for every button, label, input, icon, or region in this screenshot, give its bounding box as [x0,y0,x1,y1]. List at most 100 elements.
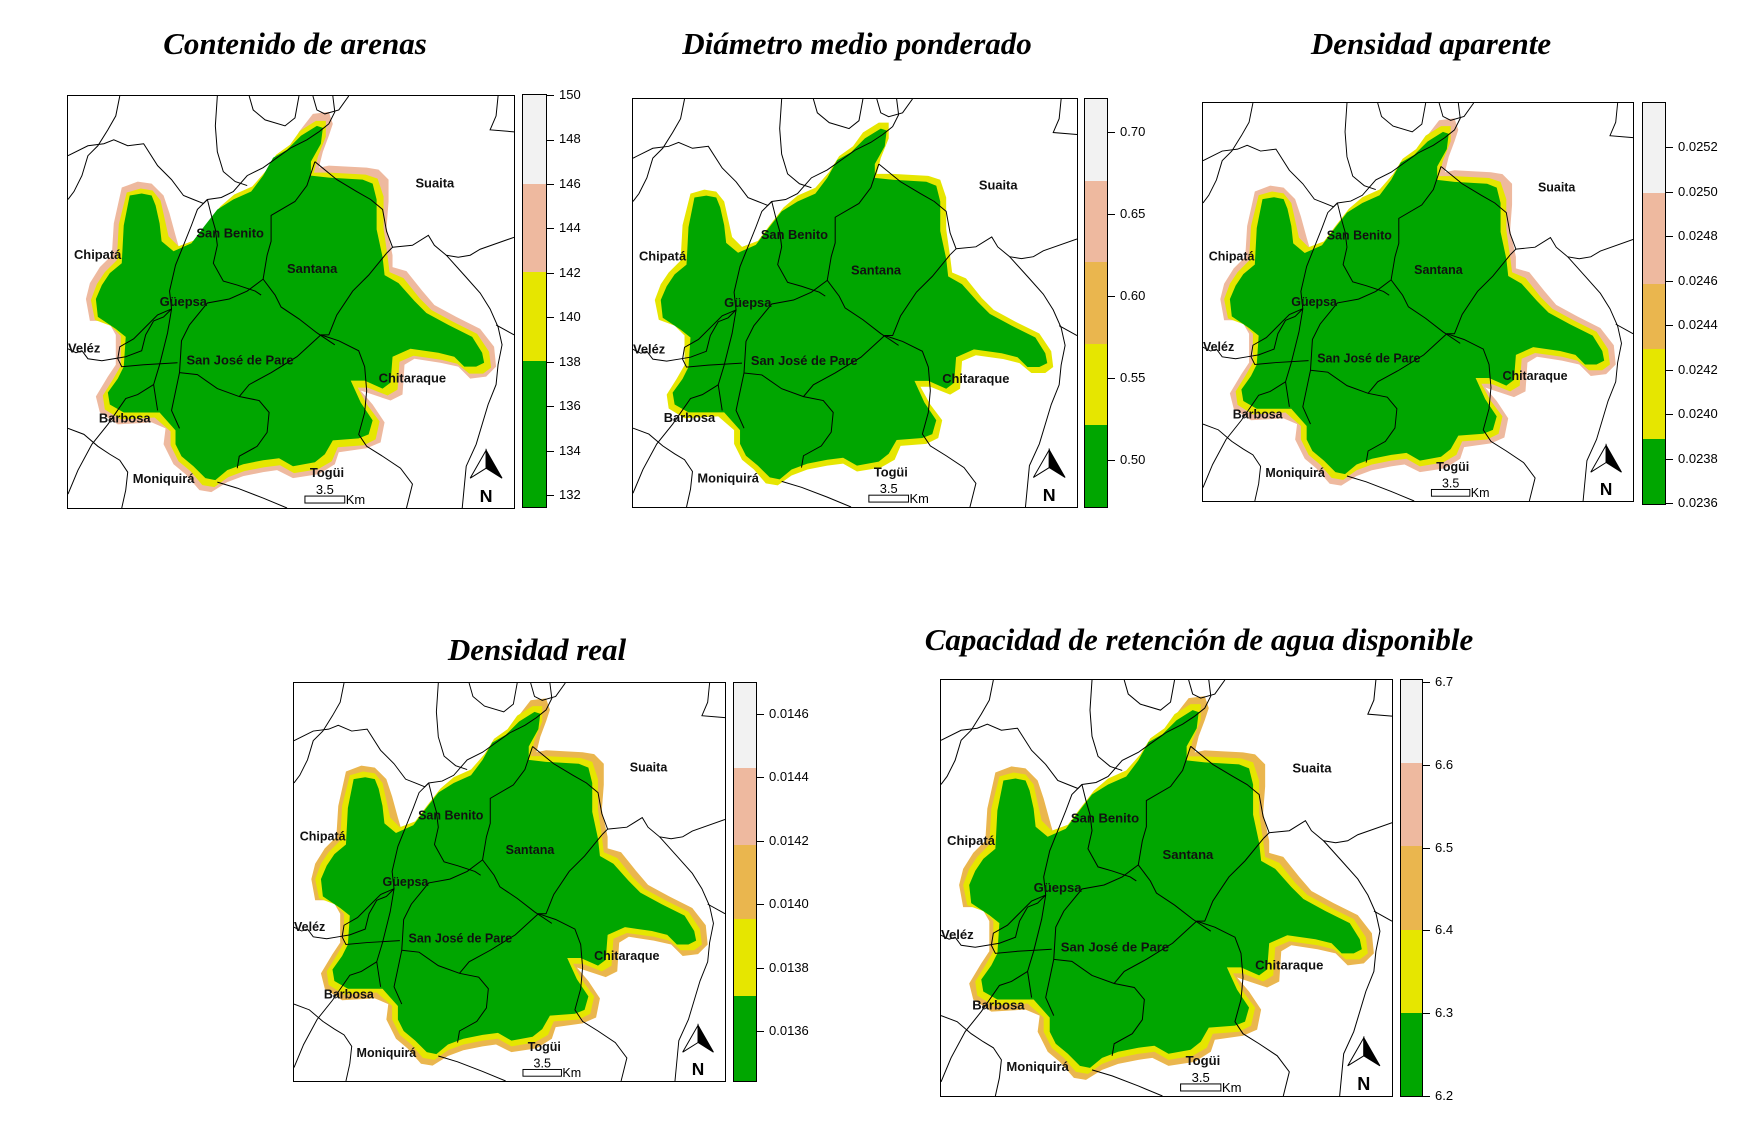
scale-value: 3.5 [1442,477,1459,491]
legend-swatch [734,918,756,996]
north-arrow-icon: N [1590,443,1622,499]
value-band-low [95,125,485,481]
legend-tick-label: 0.0144 [757,770,809,784]
label-san-benito: San Benito [1071,811,1139,826]
legend-tick-label: 0.65 [1108,207,1145,221]
legend-swatch [1401,1012,1422,1097]
scale-unit: Km [910,491,929,506]
svg-text:N: N [480,486,493,506]
legend-swatch [523,272,546,361]
legend-tick-label: 6.5 [1423,840,1453,855]
municipal-boundaries [68,96,514,508]
label-guepsa: Güepsa [1034,880,1083,895]
north-arrow-icon: N [469,448,503,506]
legend-tick-label: 0.0238 [1666,451,1718,466]
label-moniquira: Moniquirá [357,1046,417,1060]
map-diametro: Suaita San Benito Chipatá Santana Güepsa… [632,98,1078,508]
label-san-benito: San Benito [196,225,264,240]
legend-tick-label: 150 [547,88,581,102]
label-san-jose-de-pare: San José de Pare [751,353,858,368]
legend-tick-label: 148 [547,132,581,146]
legend-tick-label: 0.70 [1108,125,1145,139]
label-suaita: Suaita [1292,760,1332,775]
scale-value: 3.5 [316,482,334,497]
label-velez: Veléz [1203,340,1234,354]
label-barbosa: Barbosa [324,987,375,1001]
panel-title-capacidad-retencion: Capacidad de retención de agua disponibl… [924,622,1474,657]
label-chipata: Chipatá [74,247,122,262]
panel-title-diametro: Diámetro medio ponderado [682,26,1032,61]
svg-text:N: N [1600,479,1612,499]
map-capacidad-retencion: Suaita San Benito Chipatá Santana Güepsa… [940,679,1393,1097]
label-velez: Veléz [294,920,325,934]
label-guepsa: Güepsa [383,875,430,889]
legend-tick-label: 0.0138 [757,960,809,975]
legend-capacidad-retencion [1400,679,1423,1097]
legend-swatch [1643,103,1665,194]
legend-tick-label: 0.0146 [757,707,809,721]
scale-unit: Km [346,492,365,507]
label-santana: Santana [851,262,902,277]
legend-tick-label: 6.7 [1423,675,1453,689]
value-band-low [320,711,697,1055]
label-moniquira: Moniquirá [1265,466,1325,480]
legend-tick-label: 6.2 [1423,1089,1453,1103]
legend-swatch [523,360,546,508]
legend-swatch [1643,193,1665,284]
legend-swatch [1401,846,1422,930]
legend-tick-label: 142 [547,265,581,280]
legend-swatch [734,683,756,769]
legend-tick-label: 0.0136 [757,1024,809,1038]
legend-tick-label: 6.6 [1423,757,1453,772]
municipal-boundaries [294,683,725,1081]
legend-tick-label: 0.0236 [1666,496,1718,510]
legend-swatch [1085,343,1107,426]
legend-tick-label: 0.0252 [1666,140,1718,154]
map-arenas: Suaita San Benito Chipatá Santana Güepsa… [67,95,515,509]
scale-value: 3.5 [534,1057,551,1071]
legend-swatch [734,768,756,846]
label-chipata: Chipatá [1209,250,1255,264]
value-band-low [969,710,1362,1068]
label-suaita: Suaita [1538,180,1576,194]
legend-swatch [523,183,546,273]
label-chitaraque: Chitaraque [1255,957,1323,972]
panel-title-densidad-aparente: Densidad aparente [1310,26,1552,61]
label-suaita: Suaita [979,178,1018,193]
label-guepsa: Güepsa [724,295,772,310]
legend-tick-label: 0.0246 [1666,273,1718,288]
north-arrow-icon: N [1032,447,1066,505]
legend-swatch [1085,262,1107,344]
legend-swatch [523,95,546,184]
legend-swatch [1401,763,1422,847]
legend-tick-label: 0.50 [1108,453,1145,467]
label-santana: Santana [506,843,556,857]
legend-swatch [1085,180,1107,263]
legend-swatch [1401,929,1422,1013]
scale-bar: 3.5 Km [304,482,365,507]
label-santana: Santana [1162,847,1214,862]
legend-tick-label: 0.0250 [1666,184,1718,199]
legend-tick-label: 138 [547,354,581,369]
label-santana: Santana [287,261,338,276]
legend-tick-label: 132 [547,488,581,502]
label-barbosa: Barbosa [972,998,1025,1013]
legend-tick-label: 0.55 [1108,371,1145,385]
legend-tick-label: 136 [547,399,581,413]
label-moniquira: Moniquirá [697,470,759,485]
label-san-jose-de-pare: San José de Pare [1317,352,1420,366]
legend-swatch [1401,680,1422,764]
legend-arenas [522,94,547,508]
legend-swatch [734,845,756,919]
svg-text:N: N [692,1059,705,1079]
label-moniquira: Moniquirá [1006,1059,1069,1074]
label-barbosa: Barbosa [1233,407,1284,421]
scale-bar: 3.5 Km [868,481,929,506]
label-chitaraque: Chitaraque [594,949,659,963]
legend-diametro [1084,98,1108,508]
municipal-boundaries [941,680,1392,1096]
label-san-benito: San Benito [1327,229,1392,243]
legend-tick-label: 0.0248 [1666,229,1718,243]
map-densidad-real: Suaita San Benito Chipatá Santana Güepsa… [293,682,726,1082]
panel-title-arenas: Contenido de arenas [163,26,427,61]
